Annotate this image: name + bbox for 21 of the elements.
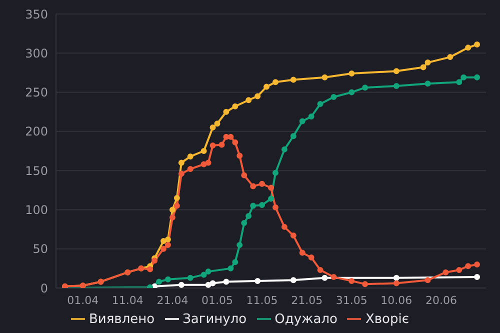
x-tick-label: 21.04 xyxy=(156,294,188,307)
legend-label: Загинуло xyxy=(182,312,247,327)
y-tick-label: 100 xyxy=(25,202,48,217)
x-tick-label: 21.05 xyxy=(291,294,323,307)
x-tick-label: 01.04 xyxy=(67,294,99,307)
y-tick-label: 250 xyxy=(25,86,48,100)
y-tick-label: 350 xyxy=(25,7,48,22)
legend-label: Виявлено xyxy=(88,312,155,327)
y-tick-label: 50 xyxy=(32,242,48,256)
y-tick-label: 0 xyxy=(40,281,48,296)
y-tick-label: 200 xyxy=(25,124,48,139)
x-tick-label: 11.05 xyxy=(246,294,278,307)
x-tick-label: 01.05 xyxy=(202,294,233,307)
x-tick-label: 20.06 xyxy=(425,294,457,307)
x-tick-label: 11.04 xyxy=(112,294,144,307)
legend-label: Хворіє xyxy=(365,312,410,327)
x-tick-label: 31.05 xyxy=(336,294,368,307)
y-tick-label: 300 xyxy=(25,46,48,60)
x-tick-label: 10.06 xyxy=(380,294,412,307)
legend-label: Одужало xyxy=(274,312,338,327)
y-tick-label: 150 xyxy=(25,164,48,178)
